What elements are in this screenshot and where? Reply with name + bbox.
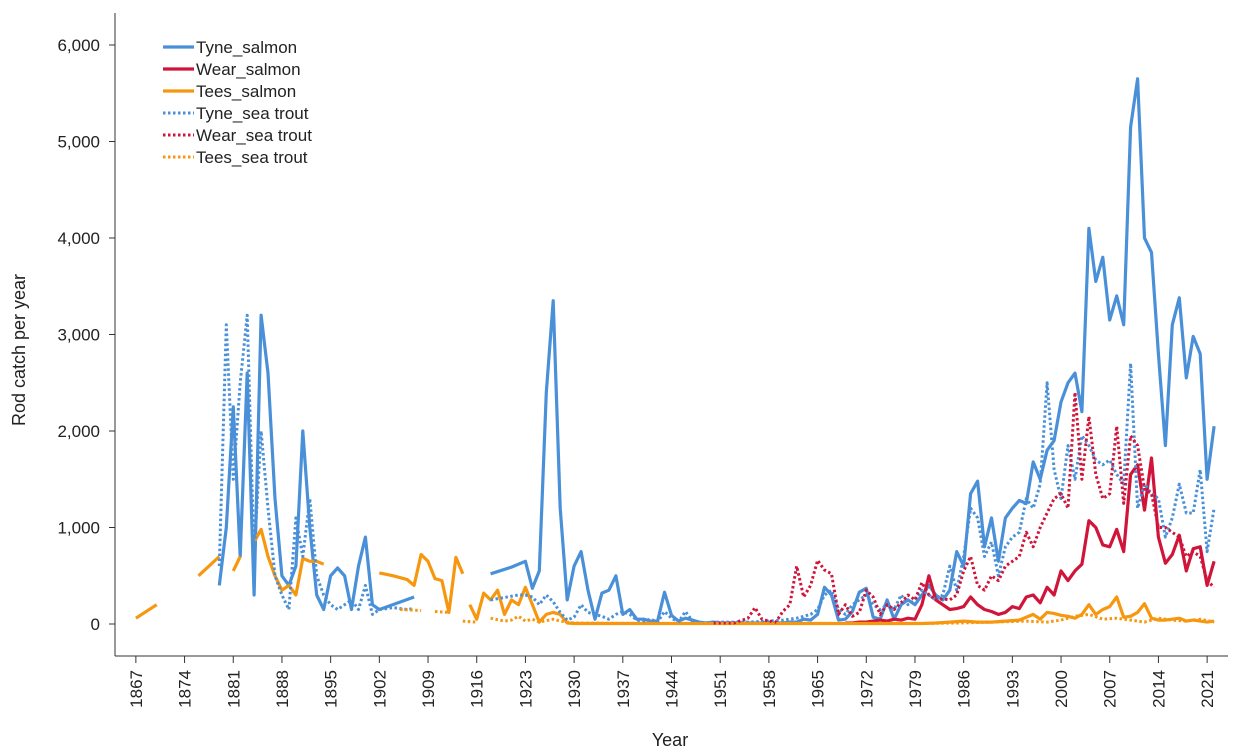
legend-label-wear-sea-trout: Wear_sea trout — [196, 126, 312, 145]
x-tick-label: 1916 — [468, 670, 487, 708]
series-line-tees-salmon — [135, 603, 158, 620]
x-tick-label: 1902 — [370, 670, 389, 708]
x-tick-label: 1986 — [955, 670, 974, 708]
plot-lines — [135, 77, 1216, 626]
legend-label-tees-salmon: Tees_salmon — [196, 82, 296, 101]
series-line-tees-salmon — [252, 527, 325, 597]
series-line-tees-sea-trout — [434, 610, 449, 614]
y-tick-label: 2,000 — [57, 422, 100, 441]
x-tick-label: 2007 — [1101, 670, 1120, 708]
series-line-tees-salmon — [378, 552, 465, 614]
series-line-wear-salmon — [845, 456, 1216, 625]
x-tick-label: 1867 — [127, 670, 146, 708]
x-tick-label: 1972 — [857, 670, 876, 708]
y-tick-label: 1,000 — [57, 519, 100, 538]
x-axis: 1867 1874 1881 1888 1895 1902 1909 1916 1923 1930… — [115, 655, 1228, 708]
series-line-tees-sea-trout — [462, 619, 477, 624]
x-tick-label: 2021 — [1198, 670, 1217, 708]
y-tick-label: 4,000 — [57, 229, 100, 248]
series-line-tees-sea-trout — [490, 612, 1215, 625]
x-tick-label: 1930 — [565, 670, 584, 708]
x-tick-label: 1979 — [906, 670, 925, 708]
x-tick-label: 1944 — [663, 670, 682, 708]
x-tick-label: 2014 — [1149, 670, 1168, 708]
series-line-tees-salmon — [231, 555, 242, 572]
x-tick-label: 1951 — [711, 670, 730, 708]
y-tick-label: 5,000 — [57, 133, 100, 152]
series-line-tyne-sea-trout — [217, 313, 415, 616]
series-line-tees-salmon — [468, 585, 1215, 626]
legend-label-tyne-salmon: Tyne_salmon — [196, 38, 297, 57]
y-tick-label: 3,000 — [57, 326, 100, 345]
series-line-tyne-salmon — [217, 313, 415, 612]
x-axis-title: Year — [652, 730, 688, 750]
legend: Tyne_salmon Wear_salmon Tees_salmon Tyne_se… — [163, 38, 312, 167]
y-tick-label: 6,000 — [57, 36, 100, 55]
y-axis: 0 1,000 2,000 3,000 4,000 5,000 6,000 — [57, 13, 116, 656]
x-tick-label: 1909 — [419, 670, 438, 708]
series-line-tyne-salmon — [490, 77, 1216, 625]
series-line-wear-sea-trout — [713, 390, 1216, 625]
x-tick-label: 1923 — [516, 670, 535, 708]
x-tick-label: 2000 — [1052, 670, 1071, 708]
x-tick-label: 1965 — [809, 670, 828, 708]
series-line-tyne-sea-trout — [490, 361, 1216, 625]
x-tick-label: 1888 — [273, 670, 292, 708]
x-tick-label: 1937 — [614, 670, 633, 708]
y-tick-label: 0 — [91, 615, 100, 634]
legend-label-wear-salmon: Wear_salmon — [196, 60, 301, 79]
x-tick-label: 1895 — [322, 670, 341, 708]
series-line-tees-salmon — [197, 555, 221, 577]
legend-label-tees-sea-trout: Tees_sea trout — [196, 148, 308, 167]
x-tick-label: 1874 — [176, 670, 195, 708]
x-tick-label: 1993 — [1003, 670, 1022, 708]
legend-label-tyne-sea-trout: Tyne_sea trout — [196, 104, 309, 123]
x-tick-label: 1958 — [760, 670, 779, 708]
x-tick-label: 1881 — [224, 670, 243, 708]
series-line-tees-sea-trout — [400, 608, 422, 612]
y-axis-title: Rod catch per year — [9, 274, 29, 426]
